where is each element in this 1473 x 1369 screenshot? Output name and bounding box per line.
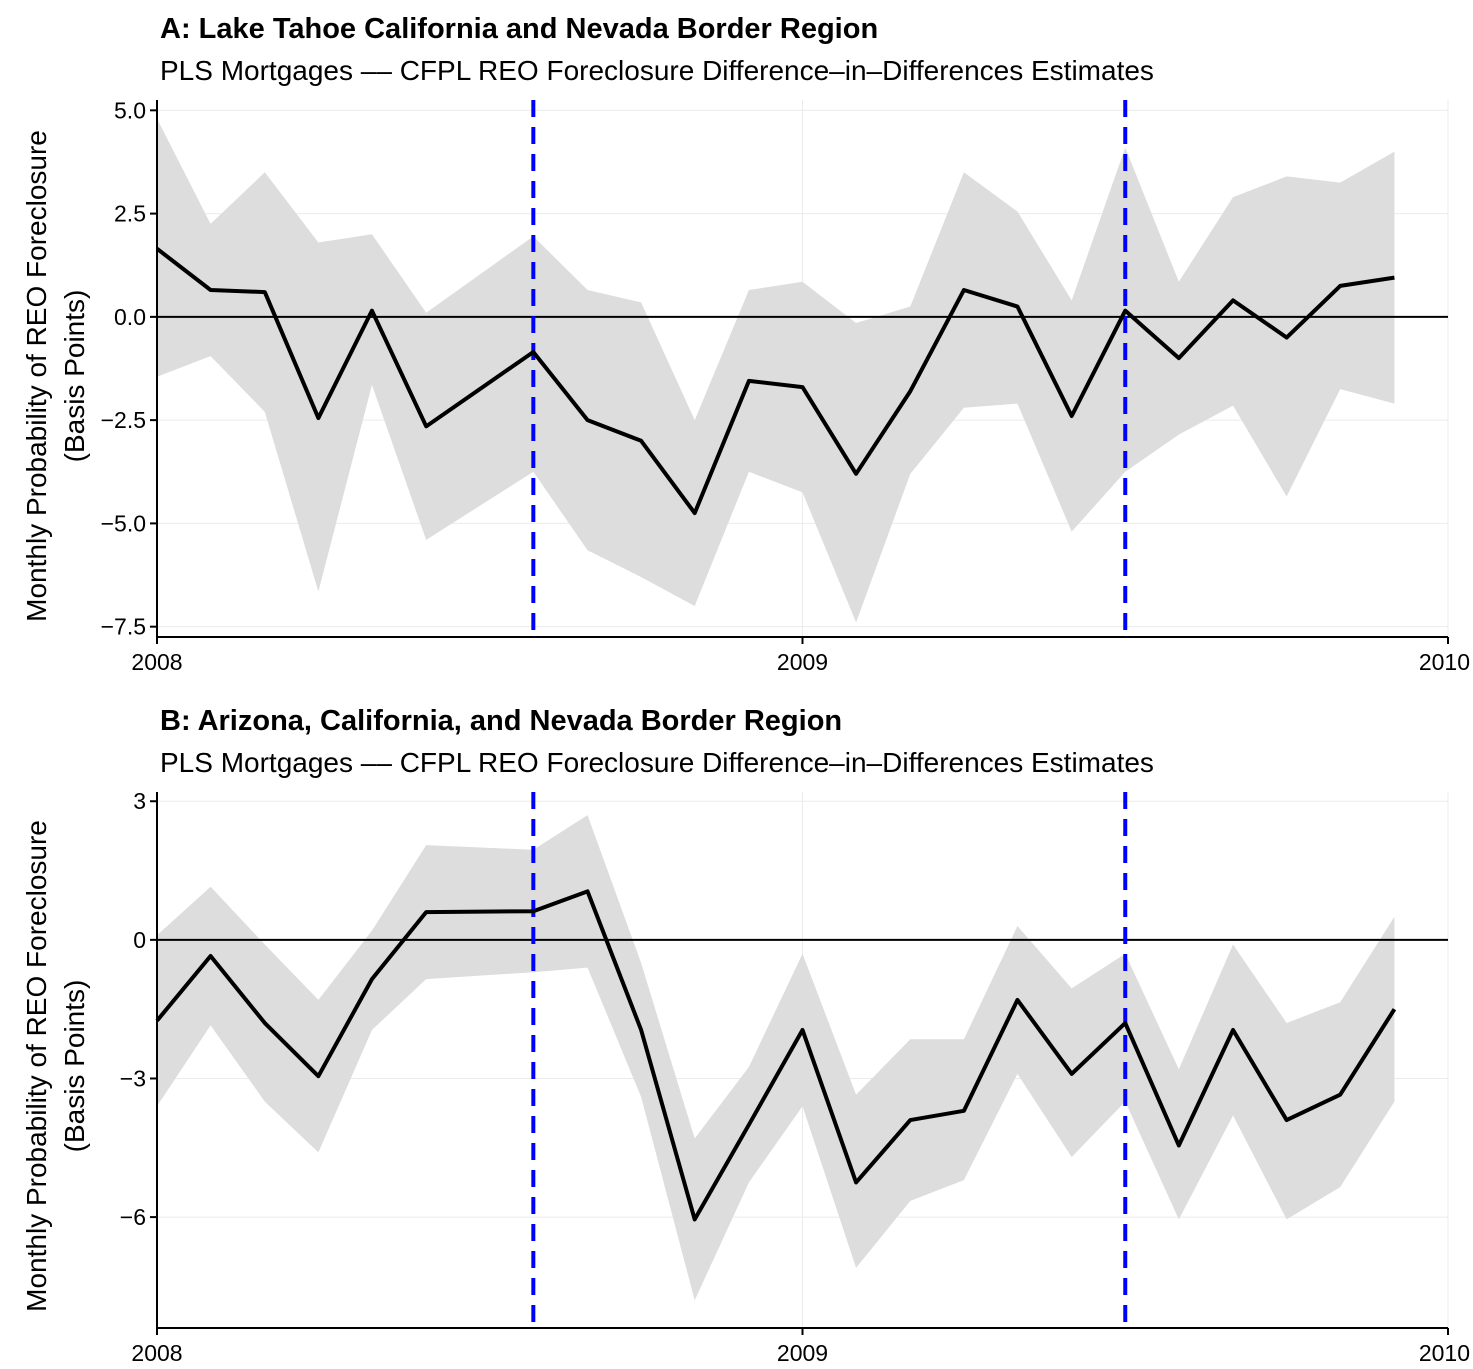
panel-b-x-tick-label-2: 2010 [1419, 1340, 1470, 1366]
panel-a-confidence-band [157, 118, 1395, 623]
panel-a-title: A: Lake Tahoe California and Nevada Bord… [160, 13, 878, 45]
panel-a-y-tick-label-2: 0.0 [114, 304, 146, 330]
panel-a-y-tick-label-5: −7.5 [101, 614, 146, 640]
panel-b-plot-area: 3 0 −3 −6 2008 2009 2010 [120, 788, 1470, 1366]
panel-b-y-tick-label-0: 3 [133, 788, 146, 814]
panel-a-y-tick-label-4: −5.0 [101, 510, 146, 536]
panel-a-y-tick-label-3: −2.5 [101, 407, 146, 433]
panel-a-x-tick-label-1: 2009 [777, 649, 828, 675]
panel-a-y-axis-label-line1: Monthly Probability of REO Foreclosure [21, 130, 52, 622]
panel-b-subtitle: PLS Mortgages –– CFPL REO Foreclosure Di… [160, 747, 1154, 778]
panel-b-confidence-band [157, 815, 1395, 1301]
panel-b-x-tick-label-1: 2009 [777, 1340, 828, 1366]
panel-a-y-axis-label-line2: (Basis Points) [59, 290, 90, 463]
panel-a-plot-area: 5.0 2.5 0.0 −2.5 −5.0 −7.5 2008 2009 2010 [101, 97, 1470, 675]
panel-b-x-tick-label-0: 2008 [131, 1340, 182, 1366]
panel-b-y-axis-label-line1: Monthly Probability of REO Foreclosure [21, 820, 52, 1312]
panel-b: B: Arizona, California, and Nevada Borde… [21, 705, 1470, 1366]
panel-b-y-tick-label-2: −3 [120, 1065, 146, 1091]
panel-a-x-tick-label-2: 2010 [1419, 649, 1470, 675]
panel-b-title: B: Arizona, California, and Nevada Borde… [160, 705, 842, 737]
panel-b-y-tick-label-1: 0 [133, 927, 146, 953]
panel-a-y-tick-label-1: 2.5 [114, 201, 146, 227]
panel-a-x-tick-label-0: 2008 [131, 649, 182, 675]
panel-a-estimate-line [155, 247, 1395, 516]
panel-a: A: Lake Tahoe California and Nevada Bord… [21, 13, 1470, 675]
panel-b-estimate-line [155, 889, 1397, 1222]
panel-b-y-tick-label-3: −6 [120, 1204, 146, 1230]
panel-a-y-tick-label-0: 5.0 [114, 97, 146, 123]
panel-b-y-axis-label-line2: (Basis Points) [59, 980, 90, 1153]
panel-a-subtitle: PLS Mortgages –– CFPL REO Foreclosure Di… [160, 55, 1154, 86]
